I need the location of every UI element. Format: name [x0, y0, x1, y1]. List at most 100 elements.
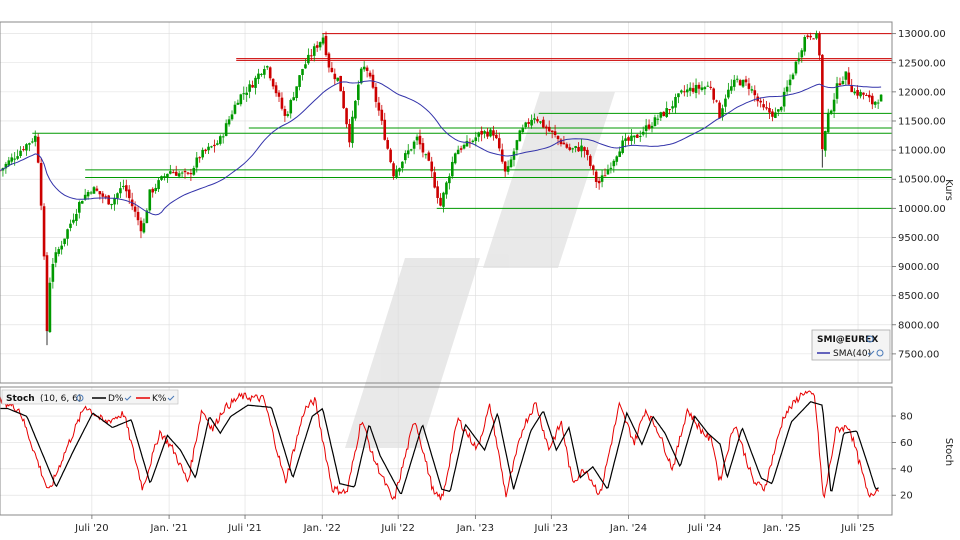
candle	[477, 131, 481, 142]
candle	[788, 74, 792, 93]
candle	[245, 86, 249, 102]
candle	[703, 85, 707, 95]
candle-body	[600, 175, 604, 182]
candle	[500, 143, 504, 164]
candle-body	[139, 220, 143, 232]
candle-body	[268, 67, 272, 79]
price-panel: 7500.00 8000.00 8500.00 9000.00 9500.00 10000…	[0, 21, 954, 384]
price-legend-settings-icon[interactable]	[866, 335, 874, 343]
candle-body	[359, 68, 363, 84]
candle	[597, 176, 601, 190]
candle-body	[224, 123, 228, 136]
candle	[19, 146, 22, 158]
d-legend-check-icon[interactable]	[124, 395, 132, 401]
candle-body	[277, 92, 281, 97]
candle-body	[859, 91, 862, 97]
candle-body	[151, 188, 155, 193]
candle-body	[216, 143, 219, 145]
candle-body	[850, 85, 854, 93]
candle-body	[257, 73, 260, 80]
candle-body	[110, 203, 113, 206]
candle-body	[459, 148, 463, 150]
candle	[512, 148, 516, 167]
candle	[879, 94, 883, 102]
candle-body	[768, 108, 771, 113]
candle-body	[183, 170, 187, 173]
candle-body	[365, 67, 369, 71]
sma-legend-check-icon[interactable]	[867, 350, 875, 356]
candle-body	[718, 102, 721, 119]
candle-body	[236, 102, 240, 105]
sma-legend-settings-icon[interactable]	[876, 349, 884, 357]
candle-body	[650, 125, 654, 129]
candle-body	[198, 157, 202, 159]
candle-body	[518, 130, 522, 142]
candle-body	[853, 91, 856, 94]
candle	[832, 93, 836, 119]
candle-body	[357, 84, 360, 100]
candle-body	[327, 53, 331, 68]
candle	[16, 149, 19, 161]
candle	[821, 54, 824, 152]
candle	[286, 111, 290, 118]
sma-40-line	[0, 80, 882, 216]
candle	[157, 177, 160, 192]
candle	[653, 114, 657, 127]
candle	[348, 119, 351, 148]
candle-body	[694, 84, 698, 93]
candle	[818, 31, 821, 60]
candle	[556, 135, 560, 146]
candle	[624, 133, 627, 148]
candle	[659, 111, 663, 121]
candle	[826, 108, 830, 134]
candle	[298, 74, 301, 91]
price-y-tick-label: 9000.00	[898, 262, 939, 273]
candle-body	[265, 66, 269, 68]
stoch-legend-settings-icon[interactable]	[76, 394, 84, 402]
candle-body	[803, 37, 807, 52]
candle	[251, 80, 254, 88]
candle-body	[286, 114, 290, 116]
candle-body	[374, 86, 378, 102]
candle	[756, 93, 760, 107]
candle-body	[401, 161, 404, 169]
candle-body	[495, 134, 498, 139]
candle	[354, 99, 357, 121]
candle	[160, 175, 163, 182]
x-tick-label: Juli '24	[687, 523, 722, 534]
candle	[119, 181, 122, 198]
candle-body	[685, 89, 689, 93]
candle	[712, 87, 715, 104]
candle	[345, 107, 348, 128]
candle	[627, 135, 630, 145]
candle	[483, 129, 486, 139]
candle	[124, 179, 128, 198]
candle	[39, 158, 43, 211]
candle	[336, 77, 340, 83]
candle-body	[615, 156, 619, 162]
candle	[248, 80, 251, 99]
candle	[862, 92, 865, 100]
candle-body	[72, 219, 75, 223]
candle	[398, 167, 401, 176]
candle	[647, 119, 651, 131]
x-tick-label: Jan. '23	[456, 523, 494, 534]
candle	[618, 146, 622, 158]
candle-body	[368, 72, 372, 77]
candle	[794, 60, 798, 76]
candle	[104, 194, 108, 200]
candle	[859, 89, 862, 99]
candle-body	[116, 193, 119, 199]
k-legend-check-icon[interactable]	[167, 395, 175, 401]
candle-body	[730, 86, 733, 91]
candle	[22, 145, 25, 152]
price-y-tick-label: 10500.00	[898, 175, 946, 186]
candle-body	[75, 213, 78, 222]
candle	[718, 100, 721, 119]
candle	[621, 135, 624, 155]
candle	[304, 58, 307, 69]
candle-body	[245, 92, 249, 95]
candle-body	[380, 109, 384, 121]
x-tick-label: Jan. '24	[609, 523, 647, 534]
candle	[430, 156, 434, 178]
